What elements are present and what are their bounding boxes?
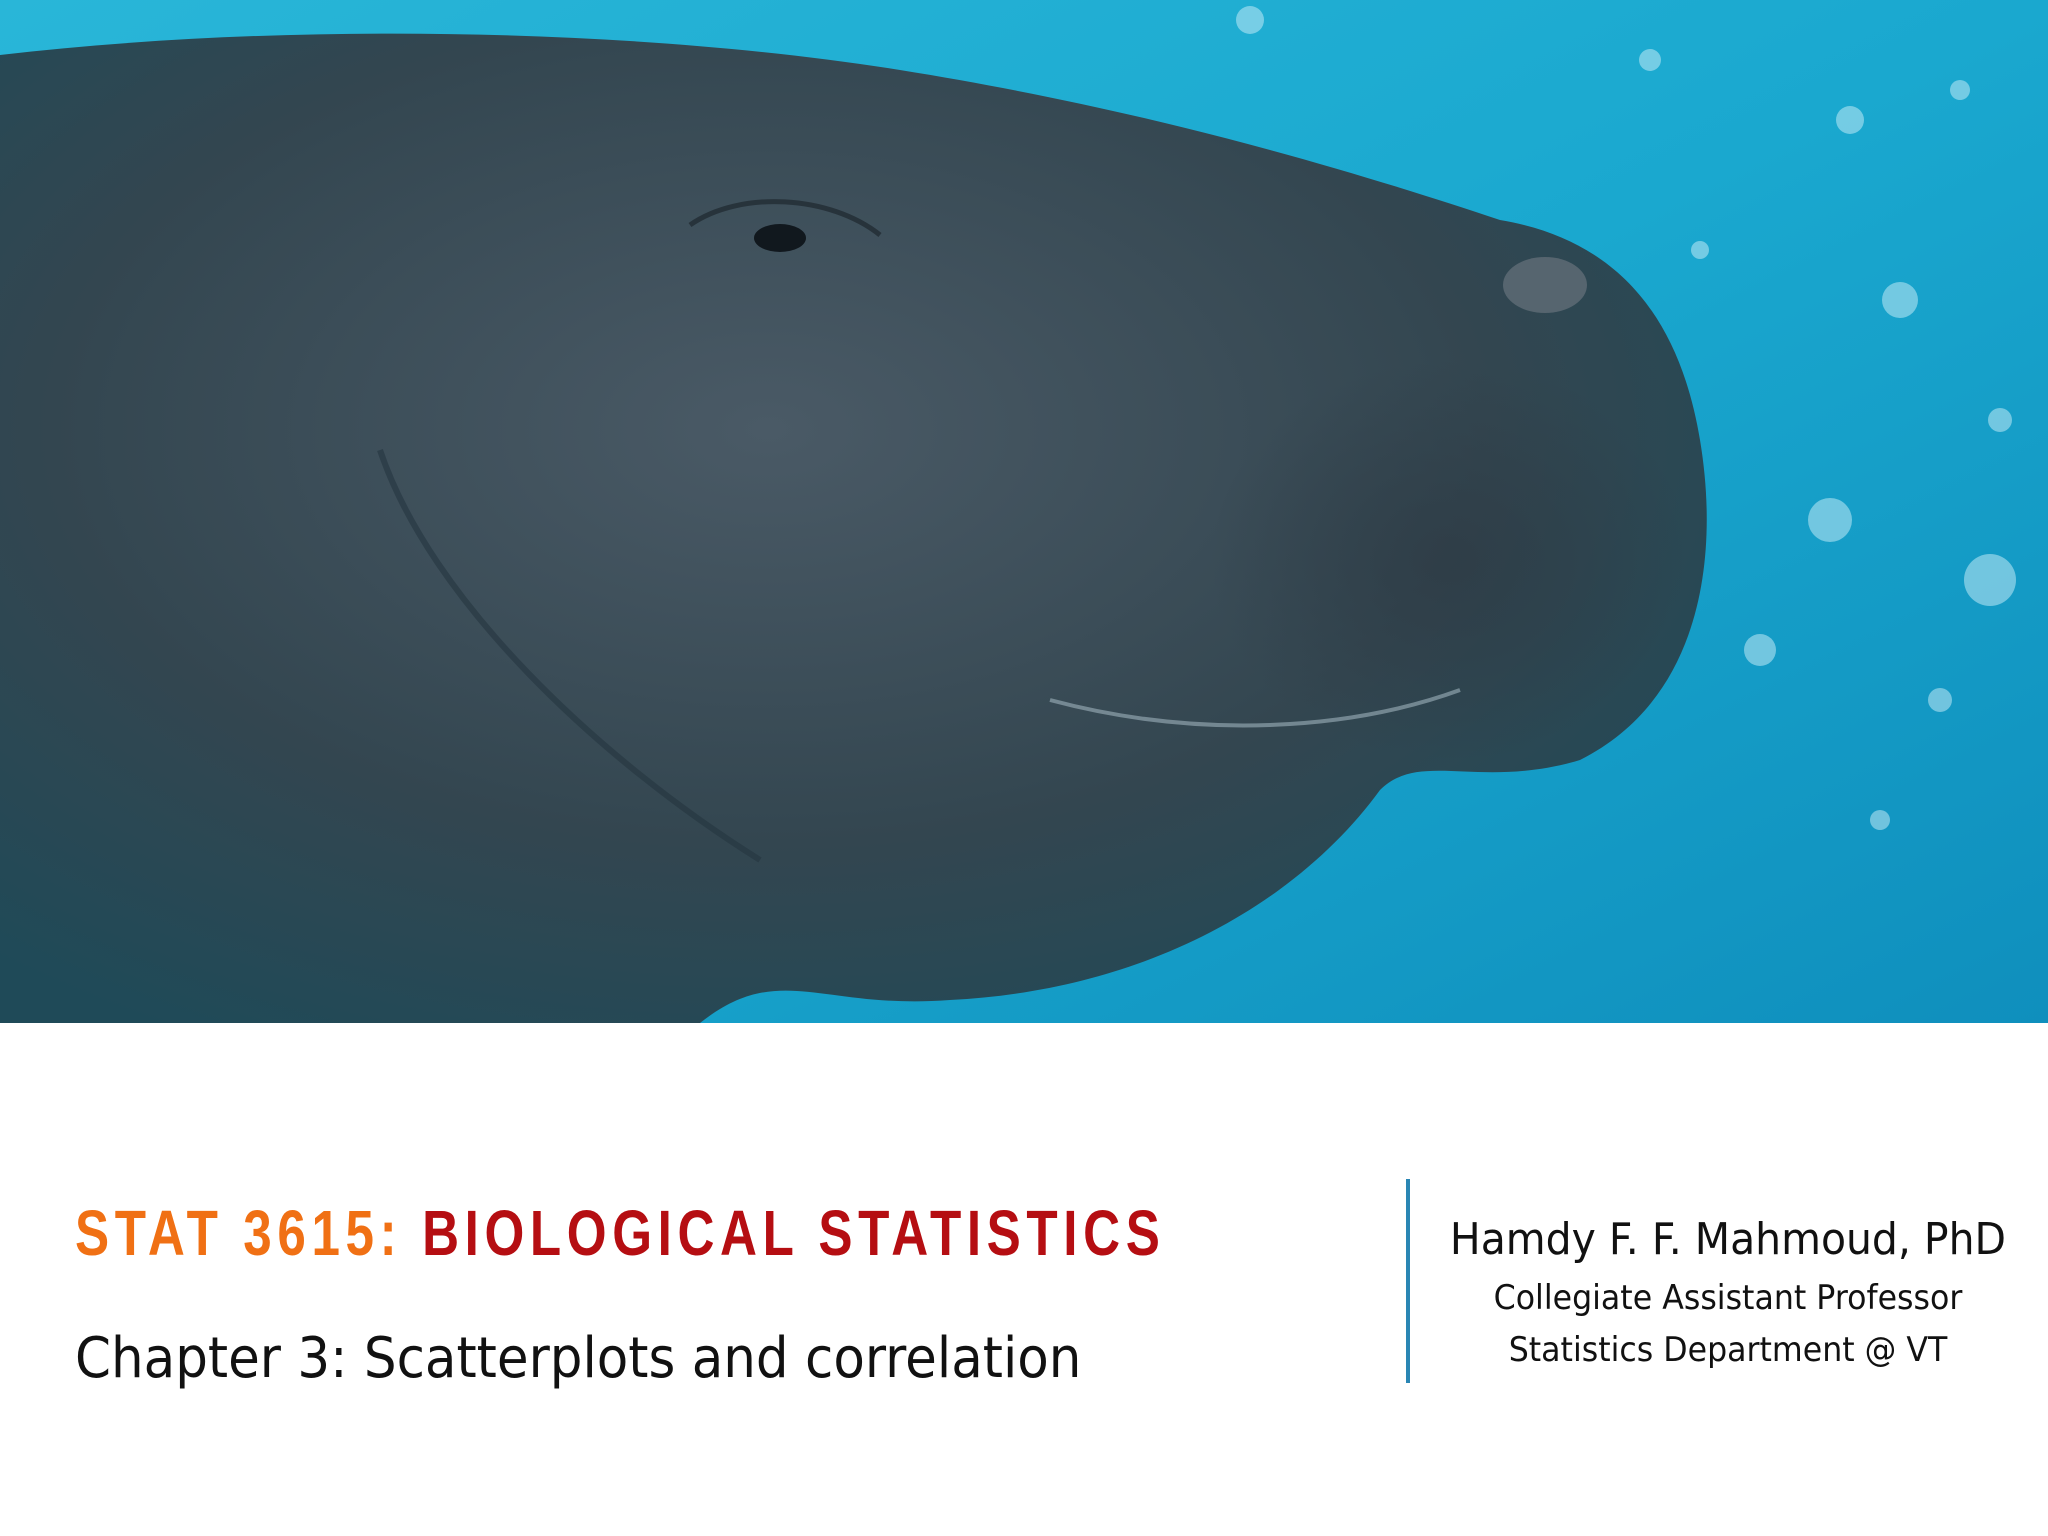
slide-title: STAT 3615: BIOLOGICAL STATISTICS xyxy=(75,1196,1165,1270)
author-block: Hamdy F. F. Mahmoud, PhD Collegiate Assi… xyxy=(1428,1208,2028,1376)
author-department: Statistics Department @ VT xyxy=(1508,1330,1948,1370)
cover-photo xyxy=(0,0,2048,1023)
course-code: STAT 3615: xyxy=(75,1197,403,1269)
slide-subtitle: Chapter 3: Scatterplots and correlation xyxy=(75,1326,1082,1391)
author-name: Hamdy F. F. Mahmoud, PhD xyxy=(1449,1214,2007,1265)
course-name: BIOLOGICAL STATISTICS xyxy=(422,1197,1166,1269)
divider xyxy=(1406,1179,1410,1383)
author-position: Collegiate Assistant Professor xyxy=(1493,1278,1963,1318)
